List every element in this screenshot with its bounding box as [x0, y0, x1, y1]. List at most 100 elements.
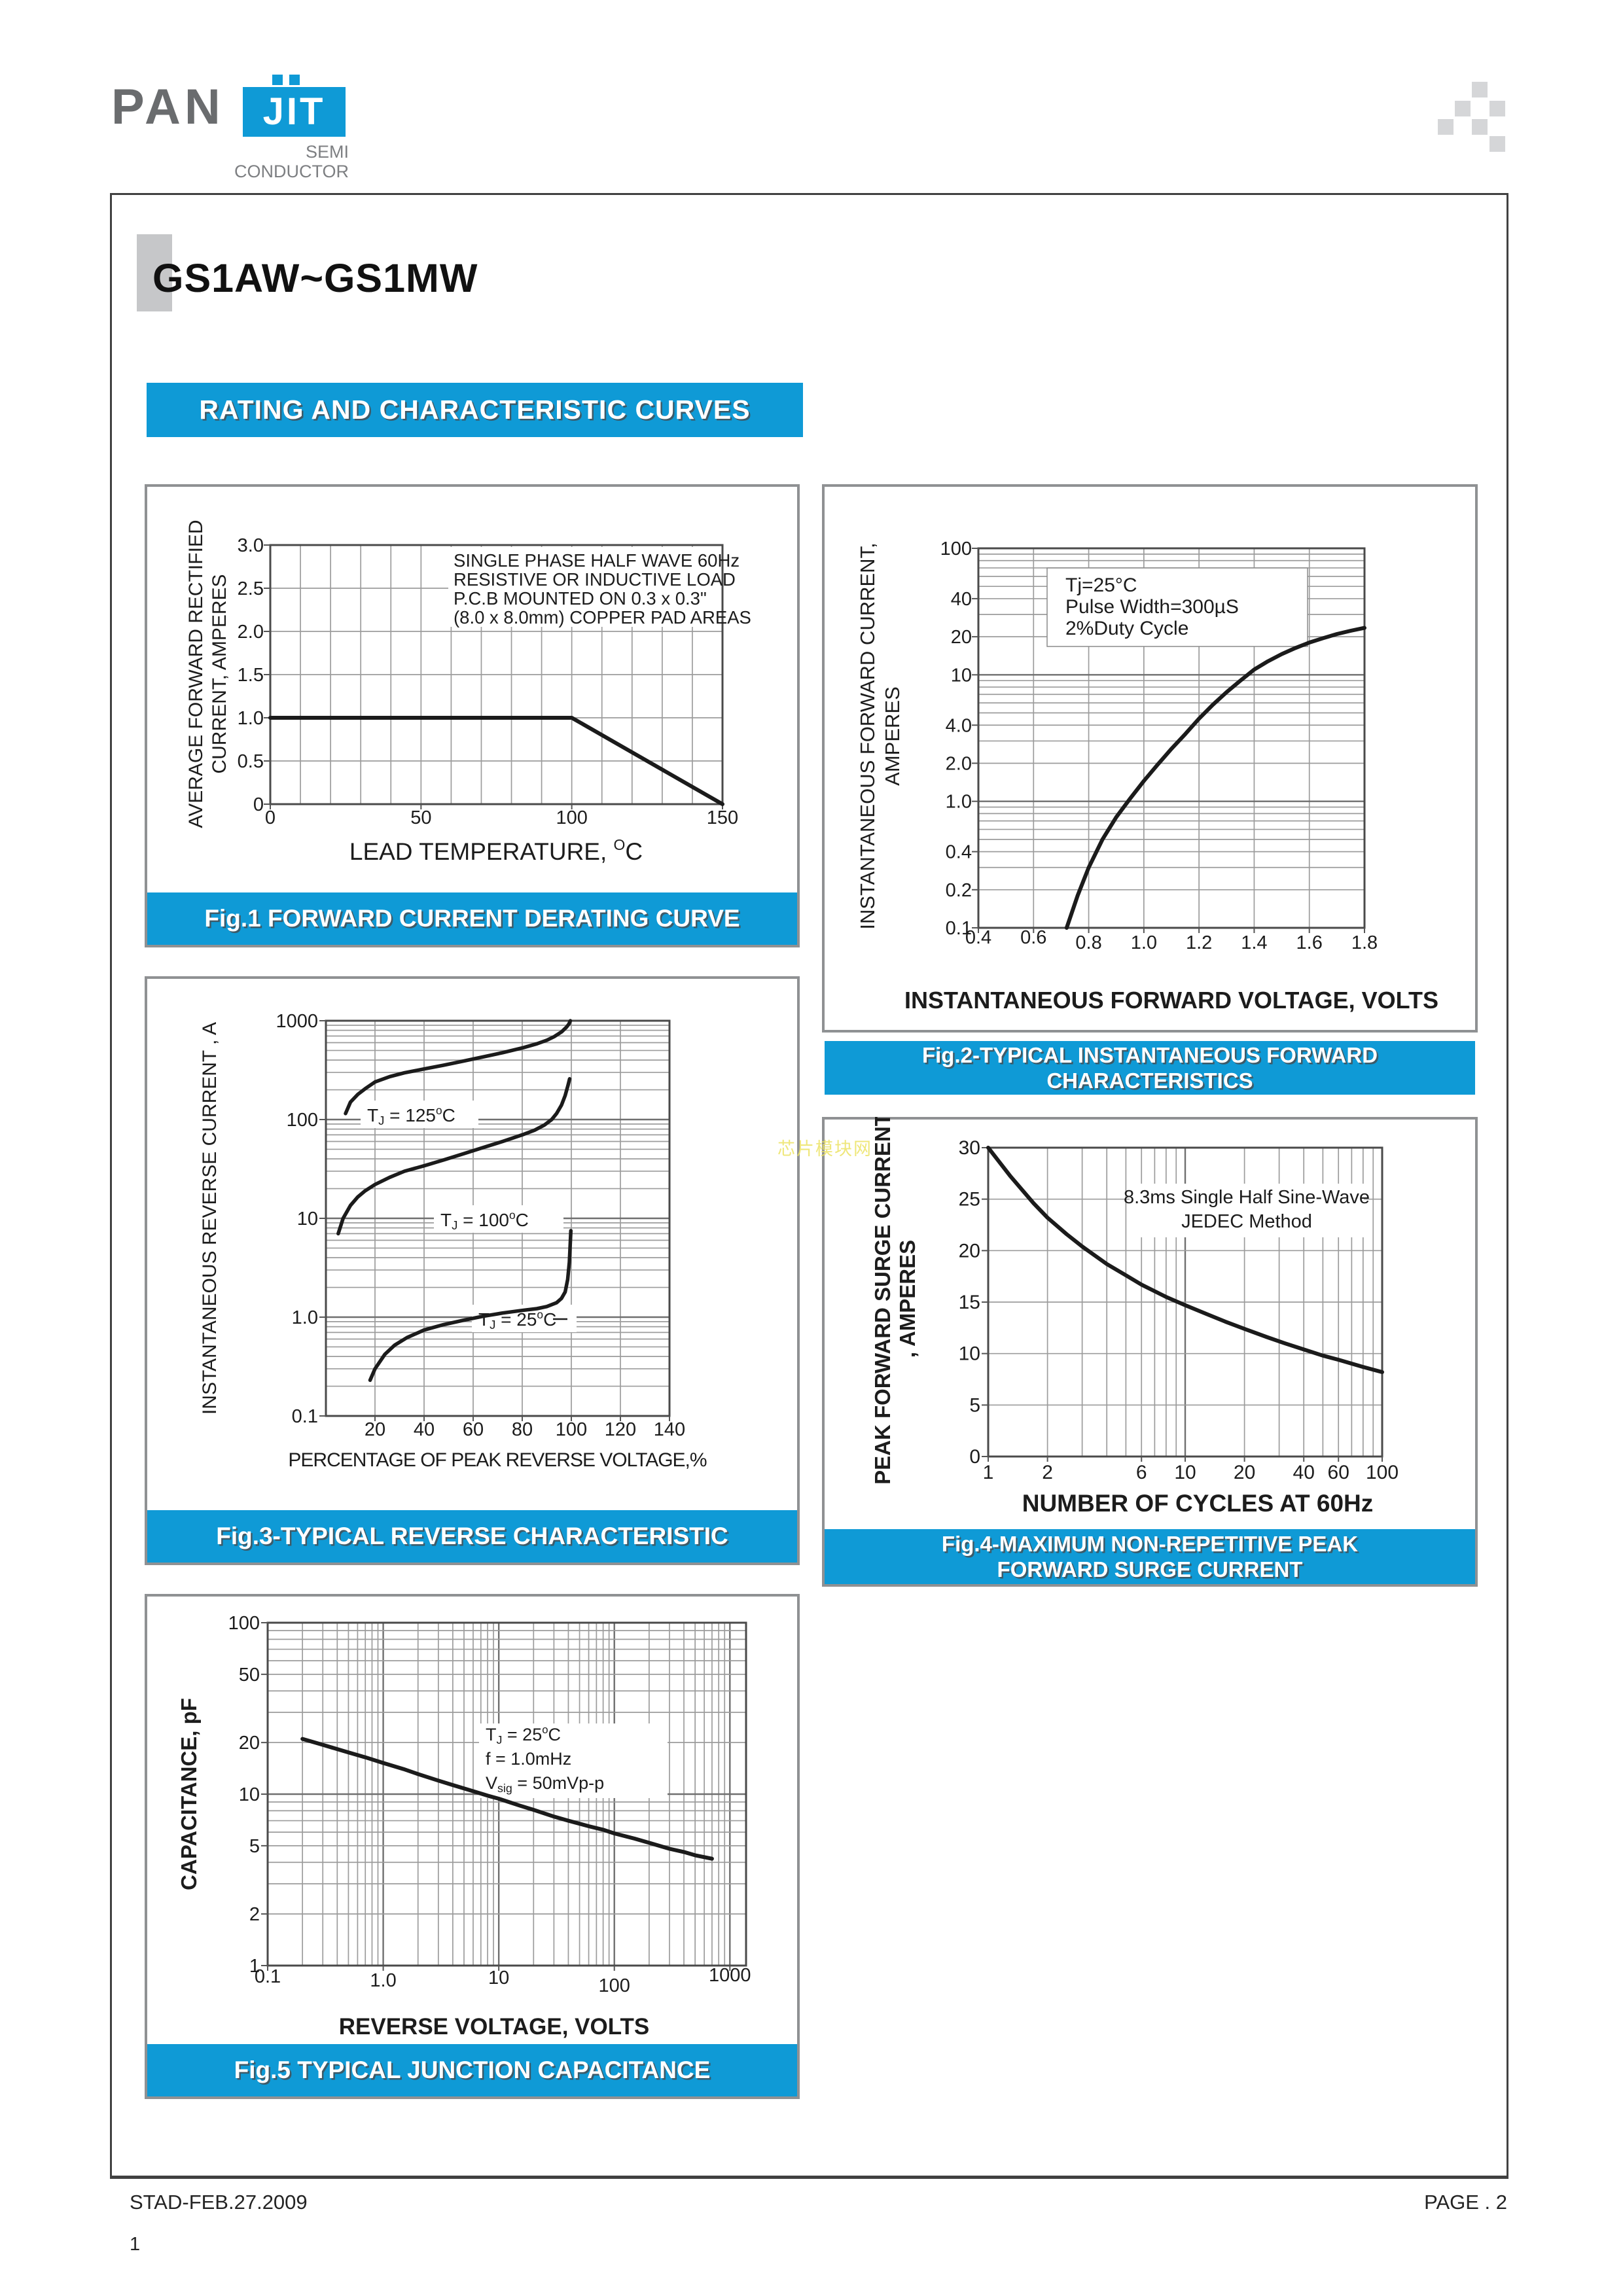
svg-text:P.C.B MOUNTED ON 0.3 x 0.3": P.C.B MOUNTED ON 0.3 x 0.3" [454, 588, 707, 609]
fig1-chart: 0 50 100 150 3.0 2.5 2.0 1.5 1.0 0.5 0 SINGLE PHASE… [185, 520, 751, 865]
svg-text:PERCENTAGE OF PEAK REVERSE VOL: PERCENTAGE OF PEAK REVERSE VOLTAGE,% [288, 1449, 706, 1471]
svg-text:JEDEC Method: JEDEC Method [1181, 1211, 1312, 1232]
svg-text:10: 10 [239, 1784, 260, 1805]
fig4-box: 1 2 6 10 20 40 60 100 0 5 10 15 20 25 30 8.3ms Single H… [822, 1117, 1478, 1587]
footer-page-label: PAGE . 2 [1424, 2191, 1507, 2214]
svg-text:0: 0 [265, 807, 276, 828]
footer-revision: STAD-FEB.27.2009 [130, 2191, 308, 2214]
svg-text:150: 150 [707, 807, 738, 828]
svg-text:Vsig = 50mVp-p: Vsig = 50mVp-p [486, 1773, 604, 1795]
svg-text:AMPERES: AMPERES [881, 686, 904, 786]
logo-jit-box: JIT [243, 87, 346, 137]
svg-text:0.2: 0.2 [946, 880, 972, 901]
watermark: 芯片模块网 [777, 1139, 872, 1159]
svg-text:50: 50 [410, 807, 431, 828]
svg-text:(8.0 x 8.0mm) COPPER PAD AREAS: (8.0 x 8.0mm) COPPER PAD AREAS [454, 607, 751, 627]
svg-text:20: 20 [365, 1419, 385, 1440]
svg-text:15: 15 [959, 1292, 980, 1313]
svg-text:0.1: 0.1 [292, 1406, 318, 1427]
fig1-caption: Fig.1 FORWARD CURRENT DERATING CURVE [147, 892, 797, 945]
svg-text:100: 100 [599, 1975, 630, 1996]
fig3-chart: 20 40 60 80 100 120 140 1000 100 10 1.0 0.1 TJ = 125… [199, 1011, 707, 1471]
fig3-box: 20 40 60 80 100 120 140 1000 100 10 1.0 0.1 TJ = 125… [145, 976, 800, 1565]
footer-corner-number: 1 [130, 2234, 141, 2255]
svg-text:60: 60 [1328, 1462, 1349, 1483]
svg-text:140: 140 [654, 1419, 685, 1440]
svg-text:5: 5 [249, 1836, 260, 1857]
svg-text:1.5: 1.5 [238, 665, 264, 686]
svg-text:SINGLE PHASE HALF WAVE 60Hz: SINGLE PHASE HALF WAVE 60Hz [454, 550, 740, 571]
svg-text:CAPACITANCE, pF: CAPACITANCE, pF [177, 1698, 201, 1890]
svg-text:1.2: 1.2 [1186, 932, 1212, 953]
caption-text: Fig.1 FORWARD CURRENT DERATING CURVE [204, 905, 740, 932]
content-frame [110, 193, 1508, 2179]
section-banner: RATING AND CHARACTERISTIC CURVES [147, 383, 803, 437]
svg-text:0.4: 0.4 [965, 927, 991, 948]
svg-text:100: 100 [1366, 1462, 1399, 1483]
svg-text:2%Duty Cycle: 2%Duty Cycle [1065, 618, 1188, 639]
deco-square [1472, 119, 1488, 135]
svg-text:TJ = 25oC: TJ = 25oC [478, 1308, 556, 1332]
svg-text:2.0: 2.0 [238, 622, 264, 643]
svg-text:40: 40 [414, 1419, 435, 1440]
svg-text:CURRENT, AMPERES: CURRENT, AMPERES [209, 574, 230, 773]
svg-text:1000: 1000 [709, 1965, 751, 1986]
svg-text:50: 50 [239, 1665, 260, 1686]
deco-square [1438, 119, 1454, 135]
caption-text: Fig.5 TYPICAL JUNCTION CAPACITANCE [234, 2057, 711, 2083]
svg-text:0: 0 [969, 1446, 980, 1468]
svg-text:0: 0 [253, 794, 264, 815]
fig3-caption: Fig.3-TYPICAL REVERSE CHARACTERISTIC [147, 1510, 797, 1563]
svg-text:LEAD TEMPERATURE, OC: LEAD TEMPERATURE, OC [349, 836, 643, 865]
fig1-box: 0 50 100 150 3.0 2.5 2.0 1.5 1.0 0.5 0 SINGLE PHASE… [145, 484, 800, 947]
caption-text: Fig.2-TYPICAL INSTANTANEOUS FORWARD [921, 1043, 1378, 1067]
svg-text:1.0: 1.0 [946, 792, 972, 813]
svg-text:TJ = 125oC: TJ = 125oC [367, 1104, 455, 1127]
logo-semi-label: SEMI [305, 142, 349, 162]
svg-text:REVERSE VOLTAGE, VOLTS: REVERSE VOLTAGE, VOLTS [339, 2014, 650, 2040]
svg-text:100: 100 [940, 539, 972, 559]
svg-text:AVERAGE FORWARD RECTIFIED: AVERAGE FORWARD RECTIFIED [185, 520, 207, 828]
svg-text:1.0: 1.0 [238, 708, 264, 729]
logo-conductor-label: CONDUCTOR [234, 162, 349, 181]
svg-text:25: 25 [959, 1189, 980, 1210]
svg-text:INSTANTANEOUS REVERSE CURRENT: INSTANTANEOUS REVERSE CURRENT , A [199, 1022, 221, 1415]
logo-pan-text: PAN [111, 79, 224, 135]
svg-text:20: 20 [959, 1240, 980, 1262]
svg-text:5: 5 [969, 1394, 980, 1416]
svg-text:Pulse Width=300µS: Pulse Width=300µS [1065, 596, 1239, 618]
svg-text:0.8: 0.8 [1075, 932, 1101, 953]
fig2-chart: 0.4 0.6 0.8 1.0 1.2 1.4 1.6 1.8 100 40 20 10 4.0 2.0 1… [856, 539, 1438, 1014]
svg-text:1: 1 [249, 1956, 260, 1977]
svg-text:80: 80 [512, 1419, 533, 1440]
svg-text:, AMPERES: , AMPERES [895, 1240, 919, 1358]
svg-text:1: 1 [983, 1462, 994, 1483]
svg-text:6: 6 [1136, 1462, 1147, 1483]
svg-text:0.1: 0.1 [255, 1966, 281, 1987]
caption-text: Fig.4-MAXIMUM NON-REPETITIVE PEAK [941, 1532, 1359, 1556]
svg-text:30: 30 [959, 1137, 980, 1159]
svg-text:f = 1.0mHz: f = 1.0mHz [486, 1749, 571, 1769]
svg-text:20: 20 [239, 1733, 260, 1754]
svg-text:3.0: 3.0 [238, 535, 264, 556]
svg-text:0.6: 0.6 [1020, 927, 1046, 948]
fig2-caption: Fig.2-TYPICAL INSTANTANEOUS FORWARD CHAR… [825, 1041, 1475, 1095]
svg-text:10: 10 [951, 665, 972, 686]
svg-text:1.0: 1.0 [292, 1307, 318, 1328]
svg-text:NUMBER OF CYCLES AT 60Hz: NUMBER OF CYCLES AT 60Hz [1022, 1490, 1374, 1517]
svg-text:TJ = 25oC: TJ = 25oC [486, 1723, 561, 1746]
svg-text:INSTANTANEOUS FORWARD VOLTAGE,: INSTANTANEOUS FORWARD VOLTAGE, VOLTS [904, 987, 1438, 1014]
svg-text:100: 100 [556, 807, 587, 828]
fig4-chart: 1 2 6 10 20 40 60 100 0 5 10 15 20 25 30 8.3ms Single H… [870, 1117, 1399, 1517]
svg-text:TJ = 100oC: TJ = 100oC [440, 1209, 529, 1232]
svg-text:0.5: 0.5 [238, 751, 264, 772]
svg-text:INSTANTANEOUS FORWARD CURRENT,: INSTANTANEOUS FORWARD CURRENT, [856, 542, 879, 929]
svg-text:20: 20 [951, 627, 972, 648]
fig2-box: 0.4 0.6 0.8 1.0 1.2 1.4 1.6 1.8 100 40 20 10 4.0 2.0 1… [822, 484, 1478, 1033]
svg-text:100: 100 [287, 1110, 318, 1131]
svg-text:RESISTIVE OR INDUCTIVE LOAD: RESISTIVE OR INDUCTIVE LOAD [454, 569, 736, 590]
fig4-caption: Fig.4-MAXIMUM NON-REPETITIVE PEAK FORWAR… [825, 1529, 1475, 1584]
caption-text: Fig.3-TYPICAL REVERSE CHARACTERISTIC [216, 1523, 728, 1549]
deco-square [1489, 101, 1505, 116]
